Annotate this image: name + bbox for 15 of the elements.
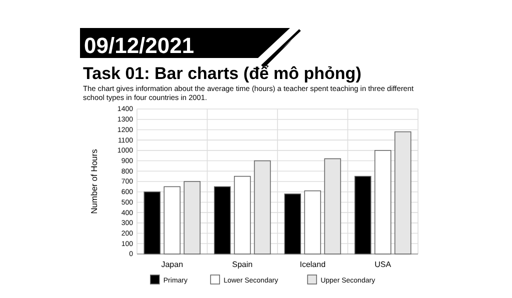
bar (214, 186, 231, 254)
x-tick-label: USA (374, 260, 392, 269)
bar (164, 186, 181, 254)
x-tick-label: Japan (161, 260, 184, 269)
x-tick-label: Iceland (300, 260, 326, 269)
y-axis-title: Number of Hours (89, 149, 99, 214)
bar (354, 176, 372, 254)
bar (284, 194, 302, 254)
bar (234, 176, 251, 254)
chart-title: Task 01: Bar charts (để mô phỏng) (83, 64, 362, 83)
text: 09/12/2021 (84, 33, 194, 58)
bar (144, 191, 161, 254)
bar (374, 150, 392, 254)
bar (304, 190, 322, 254)
x-tick-label: Spain (232, 260, 253, 269)
